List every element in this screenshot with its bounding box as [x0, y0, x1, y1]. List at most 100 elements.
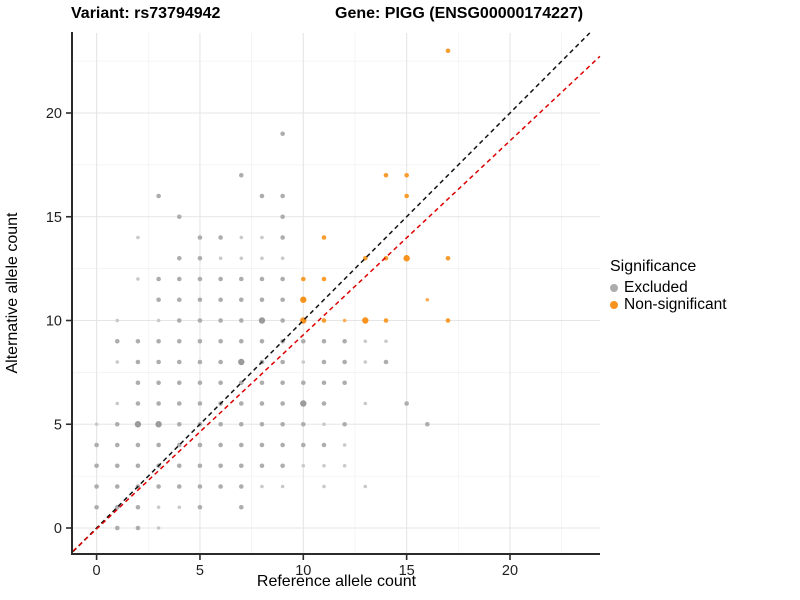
data-point	[259, 338, 265, 344]
x-tick-label: 20	[502, 563, 518, 579]
data-point	[114, 484, 120, 489]
data-point	[321, 442, 327, 448]
data-point	[363, 255, 368, 261]
x-tick-label: 15	[399, 563, 415, 579]
data-point	[322, 484, 326, 489]
data-point	[218, 276, 223, 282]
data-point	[135, 504, 141, 510]
data-point	[322, 463, 326, 468]
data-point	[260, 235, 264, 240]
data-point	[176, 463, 182, 469]
data-point	[114, 442, 120, 448]
data-point	[280, 193, 285, 199]
y-axis-label: Alternative allele count	[4, 212, 21, 374]
data-point	[238, 442, 244, 448]
excluded-key-dot-icon	[610, 283, 618, 292]
data-point	[197, 463, 203, 469]
data-point	[238, 297, 244, 303]
gene-title: Gene: PIGG (ENSG00000174227)	[335, 5, 584, 22]
data-point	[404, 172, 409, 178]
data-point	[342, 338, 347, 344]
y-tick-label: 0	[54, 521, 62, 537]
data-point	[321, 318, 327, 323]
data-point	[363, 339, 368, 344]
data-point	[259, 276, 265, 282]
data-point	[280, 463, 285, 469]
data-point	[363, 484, 368, 489]
data-point	[156, 318, 161, 323]
data-point	[94, 442, 99, 448]
data-point	[156, 526, 161, 530]
data-point	[280, 235, 285, 240]
data-point	[197, 380, 203, 386]
data-point	[176, 255, 182, 261]
data-point	[363, 401, 368, 406]
data-point	[156, 297, 161, 303]
data-point	[197, 255, 203, 261]
data-point	[301, 463, 306, 468]
data-point	[114, 338, 120, 344]
data-point	[197, 442, 203, 448]
data-point	[280, 359, 285, 365]
data-point	[136, 235, 140, 240]
data-point	[280, 318, 285, 323]
series-non-significant	[300, 48, 451, 324]
data-point	[425, 421, 430, 427]
x-tick-label: 5	[196, 563, 204, 579]
data-point	[134, 421, 142, 428]
data-point	[321, 401, 327, 406]
data-point	[197, 297, 203, 303]
data-point	[218, 318, 223, 323]
data-point	[197, 359, 203, 365]
data-point	[135, 525, 141, 531]
data-point	[239, 235, 244, 240]
data-point	[321, 380, 327, 386]
data-point	[238, 172, 244, 178]
axes	[71, 32, 600, 555]
data-point	[321, 359, 327, 365]
data-point	[342, 421, 347, 427]
data-point	[197, 318, 203, 323]
x-tick-label: 10	[295, 563, 311, 579]
legend-title: Significance	[610, 258, 697, 275]
data-point	[280, 484, 285, 489]
data-point	[94, 463, 99, 469]
data-point	[404, 401, 409, 406]
data-point	[259, 297, 265, 303]
data-point	[301, 338, 306, 344]
data-point	[321, 338, 327, 344]
data-point	[176, 401, 182, 406]
data-point	[259, 401, 265, 406]
data-point	[280, 276, 285, 282]
data-point	[197, 401, 203, 406]
data-point	[94, 422, 99, 427]
data-point	[197, 338, 203, 344]
tick-labels: 0 5 10 15 20 0 5 10 15 20	[46, 106, 518, 579]
y-tick-label: 5	[54, 417, 62, 433]
data-point	[342, 359, 347, 365]
data-point	[301, 360, 306, 364]
data-point	[218, 359, 223, 365]
x-tick-label: 0	[93, 563, 101, 579]
data-point	[383, 318, 389, 323]
data-point	[176, 214, 182, 220]
data-point	[156, 442, 161, 448]
data-point	[135, 442, 141, 448]
data-point	[114, 525, 120, 531]
data-point	[238, 401, 244, 406]
variant-title: Variant: rs73794942	[71, 5, 221, 22]
data-point	[238, 421, 244, 427]
data-point	[404, 193, 409, 199]
data-point	[156, 193, 161, 199]
data-point	[238, 338, 244, 344]
tick-marks	[66, 112, 511, 560]
data-point	[218, 380, 223, 386]
y-tick-label: 20	[46, 106, 62, 122]
data-point	[259, 463, 265, 469]
data-point	[197, 504, 203, 510]
data-point	[300, 400, 307, 407]
data-point	[258, 317, 266, 324]
data-point	[301, 276, 306, 282]
data-point	[384, 339, 388, 344]
